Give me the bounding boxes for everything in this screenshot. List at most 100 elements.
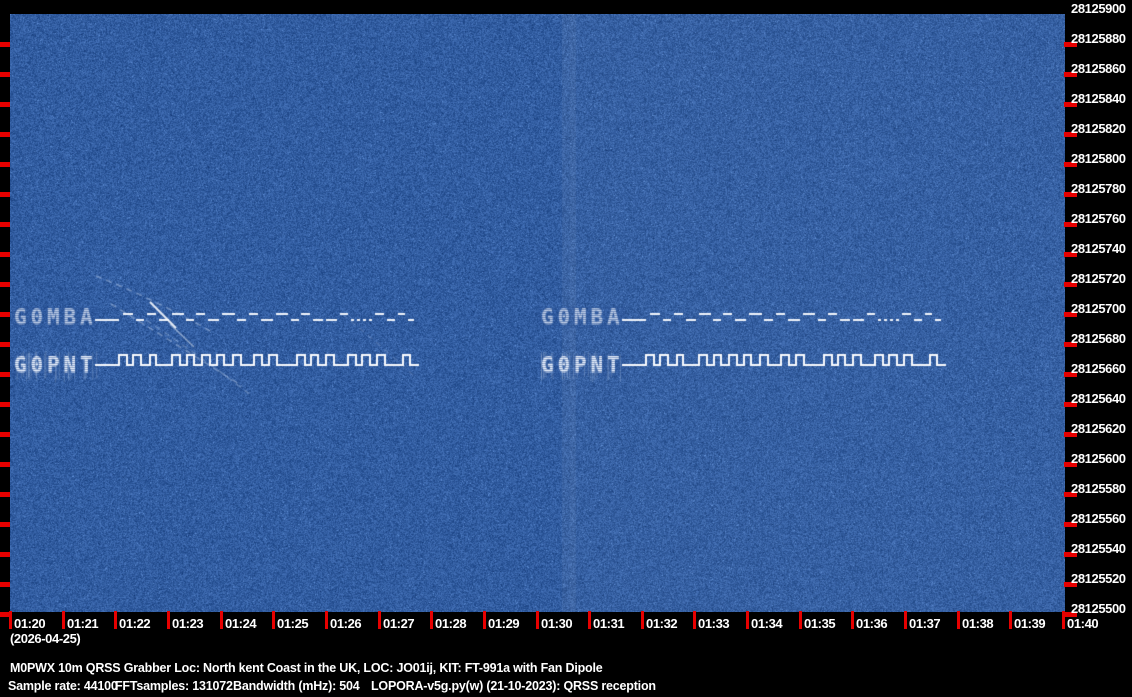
time-label: 01:36 [856,616,888,631]
freq-tick-left [0,432,10,437]
freq-label: 28125660 [1071,361,1126,376]
freq-tick-right [1064,432,1077,437]
time-label: 01:30 [541,616,573,631]
freq-tick-right [1064,462,1077,467]
time-tick [9,611,12,629]
freq-label: 28125500 [1071,601,1126,616]
date-label: (2026-04-25) [10,631,81,646]
time-label: 01:32 [646,616,678,631]
time-tick [62,611,65,629]
freq-tick-right [1064,492,1077,497]
time-label: 01:27 [383,616,415,631]
time-label: 01:24 [225,616,257,631]
time-tick [904,611,907,629]
freq-tick-left [0,192,10,197]
time-label: 01:26 [330,616,362,631]
time-tick [325,611,328,629]
freq-tick-left [0,552,10,557]
freq-tick-right [1064,402,1077,407]
freq-tick-right [1064,42,1077,47]
bandwidth-label: Bandwidth (mHz): 504 [233,679,360,693]
time-tick [746,611,749,629]
freq-label: 28125540 [1071,541,1126,556]
time-tick [957,611,960,629]
freq-tick-right [1064,552,1077,557]
freq-tick-right [1064,132,1077,137]
freq-tick-right [1064,222,1077,227]
freq-label: 28125520 [1071,571,1126,586]
time-tick [1009,611,1012,629]
freq-tick-left [0,582,10,587]
time-tick [536,611,539,629]
freq-tick-right [1064,72,1077,77]
freq-label: 28125800 [1071,151,1126,166]
freq-tick-left [0,132,10,137]
time-label: 01:34 [751,616,783,631]
time-label: 01:39 [1014,616,1046,631]
freq-tick-right [1064,252,1077,257]
freq-tick-right [1064,342,1077,347]
time-label: 01:37 [909,616,941,631]
time-tick [430,611,433,629]
freq-label: 28125820 [1071,121,1126,136]
time-tick [588,611,591,629]
sample-rate-label: Sample rate: 44100 [8,679,118,693]
time-label: 01:33 [698,616,730,631]
fft-samples-label: FFTsamples: 131072 [115,679,233,693]
freq-tick-right [1064,192,1077,197]
time-tick [272,611,275,629]
spectrogram-canvas [10,14,1065,612]
freq-tick-left [0,342,10,347]
freq-label: 28125860 [1071,61,1126,76]
freq-tick-left [0,72,10,77]
freq-tick-right [1064,282,1077,287]
freq-label: 28125840 [1071,91,1126,106]
freq-label: 28125780 [1071,181,1126,196]
time-tick [1062,611,1065,629]
freq-label: 28125760 [1071,211,1126,226]
time-tick [851,611,854,629]
freq-label: 28125560 [1071,511,1126,526]
freq-tick-left [0,162,10,167]
freq-tick-left [0,312,10,317]
freq-label: 28125900 [1071,1,1126,16]
time-label: 01:20 [14,616,46,631]
station-info-line: M0PWX 10m QRSS Grabber Loc: North kent C… [10,661,603,675]
time-label: 01:29 [488,616,520,631]
time-tick [693,611,696,629]
time-tick [167,611,170,629]
freq-label: 28125700 [1071,301,1126,316]
freq-tick-left [0,612,10,617]
freq-label: 28125740 [1071,241,1126,256]
time-label: 01:38 [962,616,994,631]
freq-label: 28125600 [1071,451,1126,466]
time-tick [641,611,644,629]
freq-tick-left [0,282,10,287]
freq-tick-left [0,462,10,467]
freq-tick-right [1064,102,1077,107]
time-label: 01:21 [67,616,99,631]
freq-tick-right [1064,312,1077,317]
software-label: LOPORA-v5g.py(w) (21-10-2023): QRSS rece… [371,679,656,693]
time-tick [220,611,223,629]
freq-tick-left [0,102,10,107]
freq-tick-left [0,402,10,407]
freq-label: 28125620 [1071,421,1126,436]
time-tick [799,611,802,629]
time-tick [483,611,486,629]
time-label: 01:25 [277,616,309,631]
time-label: 01:35 [804,616,836,631]
freq-label: 28125640 [1071,391,1126,406]
freq-tick-right [1064,582,1077,587]
time-label: 01:23 [172,616,204,631]
freq-tick-right [1064,162,1077,167]
time-label: 01:40 [1067,616,1099,631]
freq-tick-right [1064,612,1077,617]
freq-tick-left [0,492,10,497]
freq-tick-right [1064,522,1077,527]
freq-tick-right [1064,372,1077,377]
freq-tick-left [0,222,10,227]
freq-label: 28125720 [1071,271,1126,286]
time-tick [114,611,117,629]
